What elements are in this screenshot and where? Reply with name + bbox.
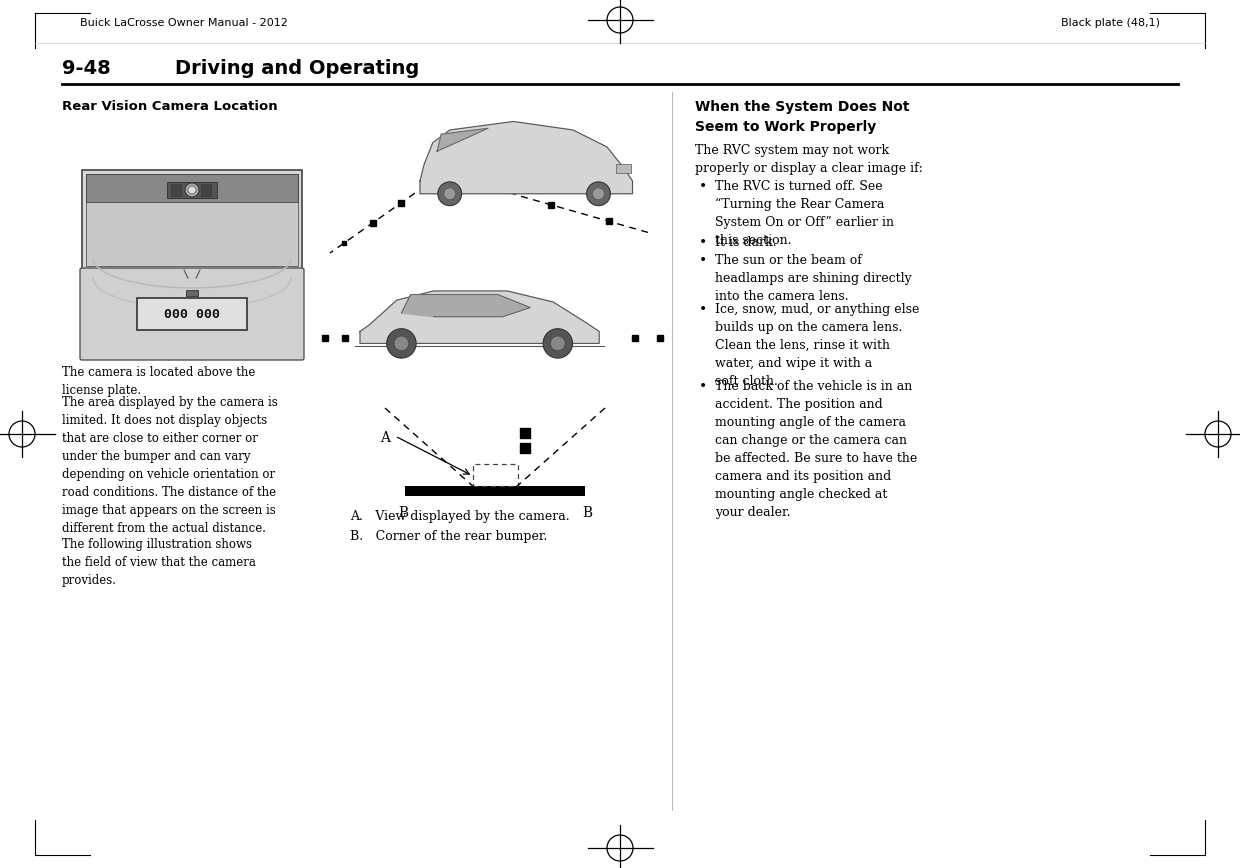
Circle shape xyxy=(438,182,461,206)
Circle shape xyxy=(188,186,196,194)
Circle shape xyxy=(551,336,565,351)
Text: A: A xyxy=(379,431,391,445)
Text: Rear Vision Camera Location: Rear Vision Camera Location xyxy=(62,100,278,113)
Text: The RVC is turned off. See
“Turning the Rear Camera
System On or Off” earlier in: The RVC is turned off. See “Turning the … xyxy=(715,180,894,247)
Text: B. Corner of the rear bumper.: B. Corner of the rear bumper. xyxy=(350,530,547,543)
Polygon shape xyxy=(436,128,489,151)
Circle shape xyxy=(543,329,573,358)
Text: B: B xyxy=(582,506,591,520)
Text: Seem to Work Properly: Seem to Work Properly xyxy=(694,120,877,134)
Circle shape xyxy=(593,187,604,200)
Text: The RVC system may not work
properly or display a clear image if:: The RVC system may not work properly or … xyxy=(694,144,923,175)
Text: The following illustration shows
the field of view that the camera
provides.: The following illustration shows the fie… xyxy=(62,538,255,587)
Text: A. View displayed by the camera.: A. View displayed by the camera. xyxy=(350,510,569,523)
FancyBboxPatch shape xyxy=(186,290,198,296)
Polygon shape xyxy=(360,291,599,344)
FancyBboxPatch shape xyxy=(201,184,211,196)
FancyBboxPatch shape xyxy=(86,174,298,202)
Polygon shape xyxy=(420,122,632,194)
Polygon shape xyxy=(402,294,531,317)
Text: The area displayed by the camera is
limited. It does not display objects
that ar: The area displayed by the camera is limi… xyxy=(62,396,278,535)
FancyBboxPatch shape xyxy=(86,174,298,266)
FancyBboxPatch shape xyxy=(405,486,585,496)
Text: •: • xyxy=(699,380,707,394)
FancyBboxPatch shape xyxy=(171,184,181,196)
Circle shape xyxy=(587,182,610,206)
Text: Black plate (48,1): Black plate (48,1) xyxy=(1061,18,1159,28)
Text: The camera is located above the
license plate.: The camera is located above the license … xyxy=(62,366,255,397)
Text: When the System Does Not: When the System Does Not xyxy=(694,100,909,114)
FancyBboxPatch shape xyxy=(167,182,217,198)
Circle shape xyxy=(387,329,417,358)
Text: 9-48: 9-48 xyxy=(62,58,110,77)
Text: The back of the vehicle is in an
accident. The position and
mounting angle of th: The back of the vehicle is in an acciden… xyxy=(715,380,918,519)
FancyBboxPatch shape xyxy=(82,170,303,270)
FancyBboxPatch shape xyxy=(615,164,631,173)
Text: •: • xyxy=(699,236,707,250)
FancyBboxPatch shape xyxy=(136,298,247,330)
Circle shape xyxy=(394,336,409,351)
Text: Buick LaCrosse Owner Manual - 2012: Buick LaCrosse Owner Manual - 2012 xyxy=(81,18,288,28)
Text: It is dark.: It is dark. xyxy=(715,236,776,249)
Circle shape xyxy=(444,187,456,200)
Text: Driving and Operating: Driving and Operating xyxy=(175,58,419,77)
Text: •: • xyxy=(699,303,707,317)
Text: 000 000: 000 000 xyxy=(164,307,219,320)
Text: Ice, snow, mud, or anything else
builds up on the camera lens.
Clean the lens, r: Ice, snow, mud, or anything else builds … xyxy=(715,303,919,388)
Text: The sun or the beam of
headlamps are shining directly
into the camera lens.: The sun or the beam of headlamps are shi… xyxy=(715,254,911,303)
Circle shape xyxy=(185,183,198,197)
FancyBboxPatch shape xyxy=(81,268,304,360)
Text: •: • xyxy=(699,180,707,194)
Text: •: • xyxy=(699,254,707,268)
Text: B: B xyxy=(398,506,408,520)
